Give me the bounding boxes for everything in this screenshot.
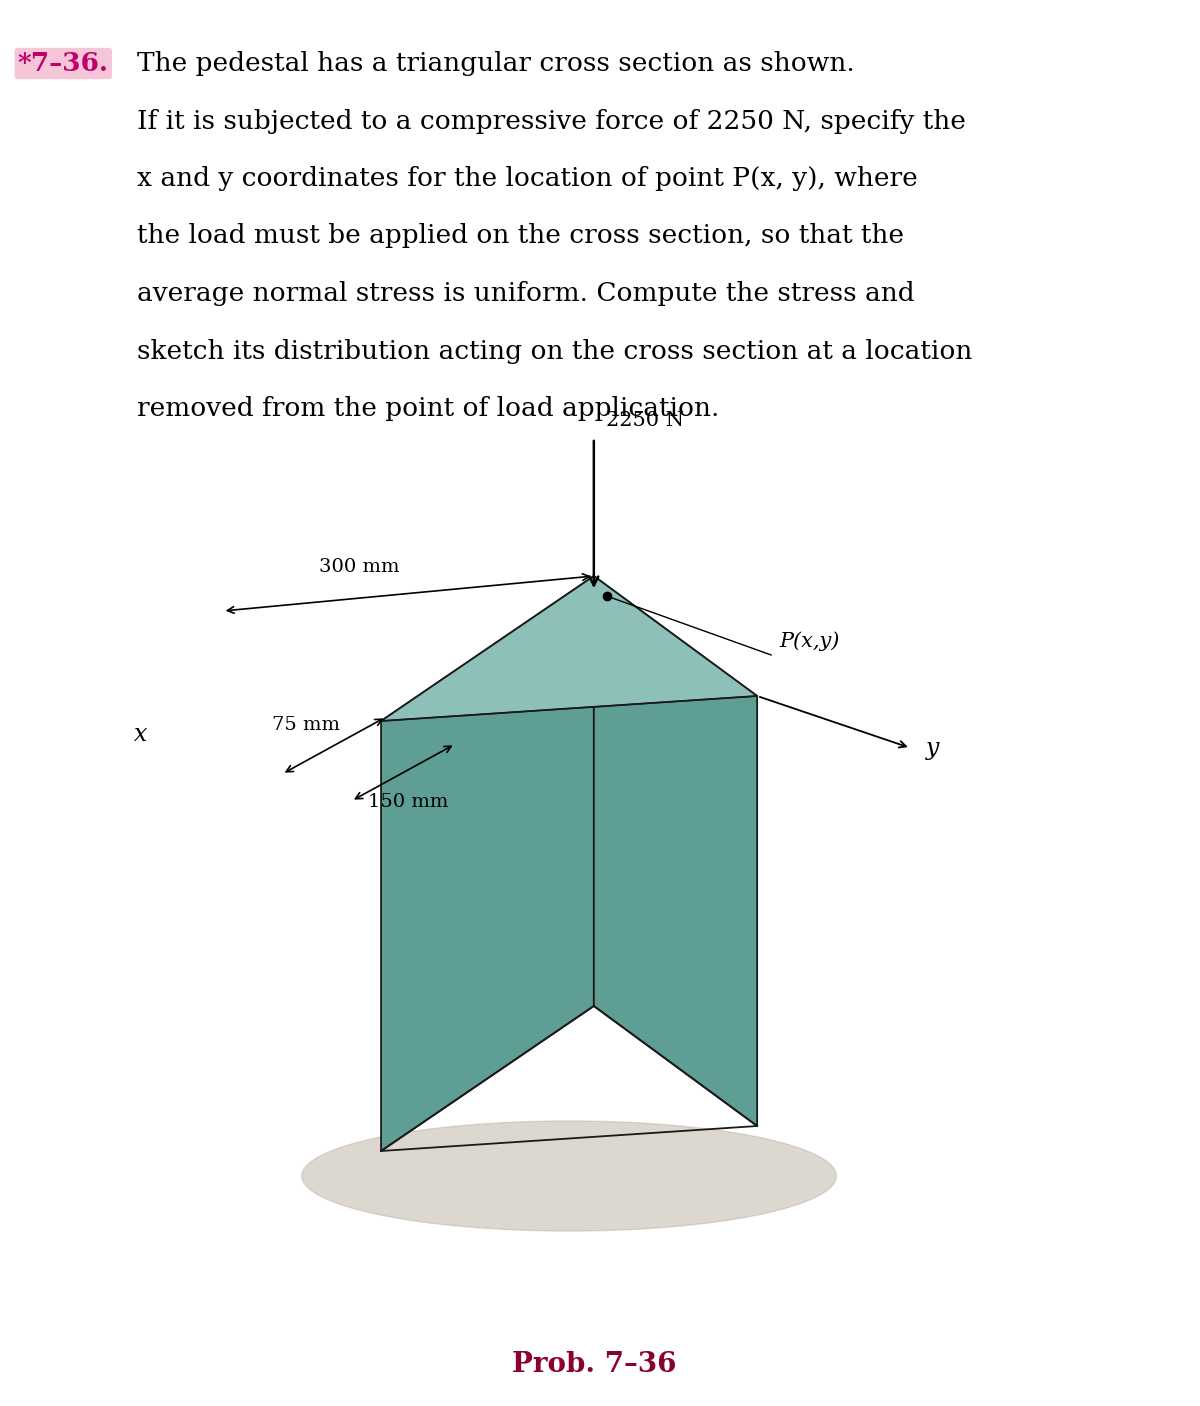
Text: removed from the point of load application.: removed from the point of load applicati…	[137, 396, 719, 420]
Text: 75 mm: 75 mm	[272, 716, 341, 734]
Text: average normal stress is uniform. Compute the stress and: average normal stress is uniform. Comput…	[137, 281, 914, 307]
Text: sketch its distribution acting on the cross section at a location: sketch its distribution acting on the cr…	[137, 339, 972, 364]
Polygon shape	[382, 576, 594, 1152]
Text: *7–36.: *7–36.	[18, 51, 109, 76]
Polygon shape	[382, 576, 757, 721]
Text: the load must be applied on the cross section, so that the: the load must be applied on the cross se…	[137, 224, 904, 249]
Text: 150 mm: 150 mm	[368, 793, 449, 810]
Text: x: x	[133, 723, 146, 745]
Ellipse shape	[302, 1121, 836, 1232]
Text: If it is subjected to a compressive force of 2250 N, specify the: If it is subjected to a compressive forc…	[137, 108, 966, 134]
Text: P(x,y): P(x,y)	[779, 631, 839, 651]
Text: The pedestal has a triangular cross section as shown.: The pedestal has a triangular cross sect…	[137, 51, 854, 76]
Text: y: y	[925, 737, 938, 759]
Polygon shape	[594, 576, 757, 1126]
Text: Prob. 7–36: Prob. 7–36	[511, 1351, 676, 1378]
Text: 300 mm: 300 mm	[318, 558, 400, 575]
Text: 2250 N: 2250 N	[606, 411, 684, 430]
Text: x and y coordinates for the location of point P(x, y), where: x and y coordinates for the location of …	[137, 166, 917, 191]
